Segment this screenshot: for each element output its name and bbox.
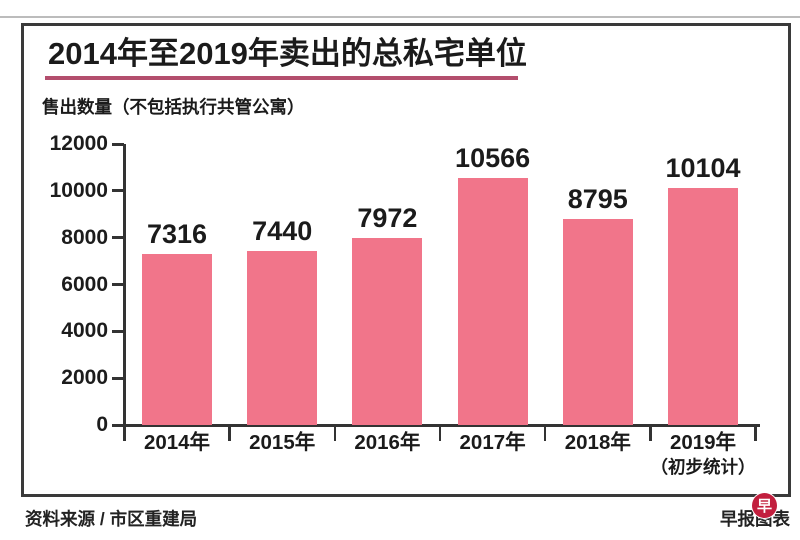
y-axis-tick-label: 0 bbox=[96, 413, 108, 436]
y-axis-tick-mark bbox=[112, 189, 124, 193]
x-axis-tick-mark bbox=[649, 425, 652, 441]
x-axis-label: 2016年 bbox=[354, 431, 421, 454]
x-axis-label: 2015年 bbox=[249, 431, 316, 454]
x-axis-tick-mark bbox=[754, 425, 757, 441]
y-axis-tick-label: 8000 bbox=[61, 225, 108, 249]
logo-glyph: 早 bbox=[756, 498, 772, 515]
y-axis-tick-mark bbox=[112, 283, 124, 286]
y-axis-tick-label: 12000 bbox=[49, 132, 108, 155]
y-axis-tick-label: 6000 bbox=[61, 272, 108, 296]
bar-value-label: 7440 bbox=[252, 215, 313, 246]
x-axis-label: 2019年 bbox=[669, 431, 737, 454]
chart-title: 2014年至2019年卖出的总私宅单位 bbox=[48, 36, 527, 71]
y-axis-tick-mark bbox=[112, 376, 124, 380]
bar-2015年 bbox=[247, 250, 318, 425]
x-axis-label-note: （初步统计） bbox=[650, 457, 756, 477]
y-axis-tick-label: 10000 bbox=[49, 178, 108, 202]
chart-subtitle: 售出数量（不包括执行共管公寓） bbox=[42, 97, 305, 117]
bar-2019年 bbox=[668, 188, 738, 425]
top-divider-line bbox=[0, 16, 800, 18]
source-text: 资料来源 / 市区重建局 bbox=[25, 509, 198, 529]
title-underline bbox=[45, 76, 518, 80]
bar-value-label: 10104 bbox=[665, 153, 741, 184]
x-axis-tick-mark bbox=[228, 425, 231, 441]
x-axis-label: 2014年 bbox=[143, 431, 211, 454]
x-axis-label: 2017年 bbox=[459, 431, 526, 454]
bar-value-label: 7972 bbox=[357, 203, 418, 234]
x-axis-tick-mark bbox=[333, 425, 337, 441]
y-axis-tick-mark bbox=[112, 329, 124, 333]
bar-2018年 bbox=[562, 219, 633, 425]
x-axis-tick-mark bbox=[543, 425, 547, 441]
bar-value-label: 7316 bbox=[146, 218, 208, 249]
bar-2014年 bbox=[142, 253, 212, 425]
y-axis-tick-mark bbox=[112, 236, 124, 240]
y-axis-tick-label: 2000 bbox=[61, 366, 108, 390]
bar-value-label: 10566 bbox=[455, 142, 531, 173]
x-axis-label: 2018年 bbox=[564, 431, 631, 454]
bar-2017年 bbox=[457, 177, 528, 425]
y-axis-tick-label: 4000 bbox=[61, 319, 108, 343]
y-axis-line bbox=[122, 144, 126, 441]
y-axis-tick-mark bbox=[112, 423, 124, 427]
zaobao-logo-icon: 早 bbox=[752, 493, 777, 518]
bar-value-label: 8795 bbox=[567, 184, 628, 215]
y-axis-tick-mark bbox=[112, 142, 124, 146]
x-axis-tick-mark bbox=[438, 425, 442, 441]
bar-2016年 bbox=[352, 238, 423, 425]
